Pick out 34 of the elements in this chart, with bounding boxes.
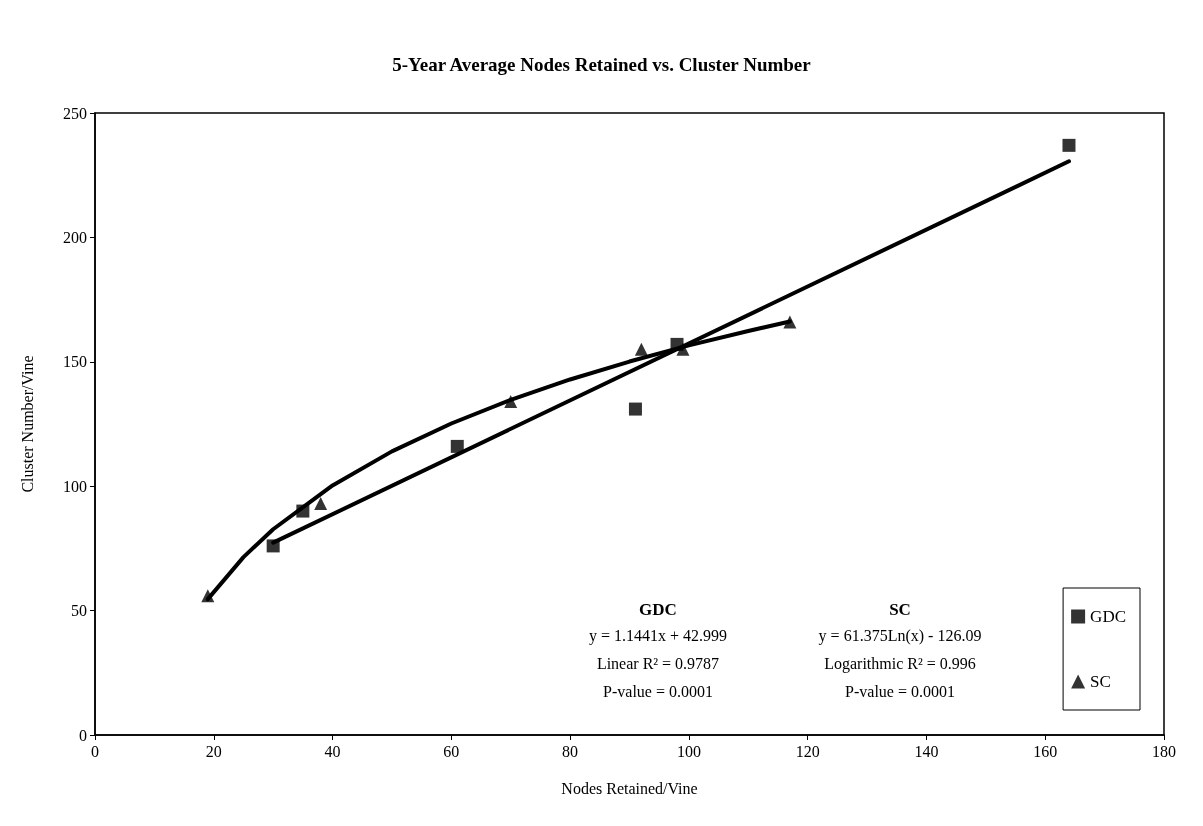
x-tick-label: 0 [91, 742, 99, 760]
y-tick-label: 50 [71, 602, 87, 620]
point [1062, 138, 1076, 152]
x-axis-title: Nodes Retained/Vine [561, 779, 698, 797]
legend-label: GDC [1090, 607, 1127, 626]
y-tick-label: 250 [63, 104, 87, 122]
y-tick-label: 100 [63, 477, 87, 495]
annotation: SC y = 61.375Ln(x) - 126.09 Logarithmic R² = 0.996 P-value = 0.0001 [818, 599, 982, 700]
point [783, 315, 797, 329]
point [296, 504, 310, 518]
x-tick-label: 160 [1033, 742, 1058, 760]
point [634, 342, 648, 356]
x-tick-label: 120 [795, 742, 820, 760]
point [314, 497, 328, 511]
annotation: GDC y = 1.1441x + 42.999 Linear R² = 0.9787 P-value = 0.0001 [588, 599, 728, 700]
x-tick-label: 140 [914, 742, 939, 760]
y-tick-label: 0 [79, 726, 87, 744]
point [266, 539, 280, 553]
point [676, 342, 690, 356]
x-tick-label: 40 [324, 742, 341, 760]
y-axis-title: Cluster Number/Vine [18, 355, 36, 493]
y-tick-label: 200 [63, 228, 87, 246]
chart-title: 5-Year Average Nodes Retained vs. Cluster Number [392, 54, 812, 75]
point [504, 395, 518, 409]
point [628, 402, 642, 416]
x-tick-label: 100 [676, 742, 701, 760]
x-tick-label: 180 [1152, 742, 1176, 760]
point [450, 439, 464, 453]
x-tick-label: 20 [205, 742, 222, 760]
x-tick-label: 60 [443, 742, 460, 760]
x-tick-label: 80 [562, 742, 579, 760]
point [201, 589, 215, 603]
legend-label: SC [1090, 672, 1111, 691]
y-tick-label: 150 [63, 353, 87, 371]
